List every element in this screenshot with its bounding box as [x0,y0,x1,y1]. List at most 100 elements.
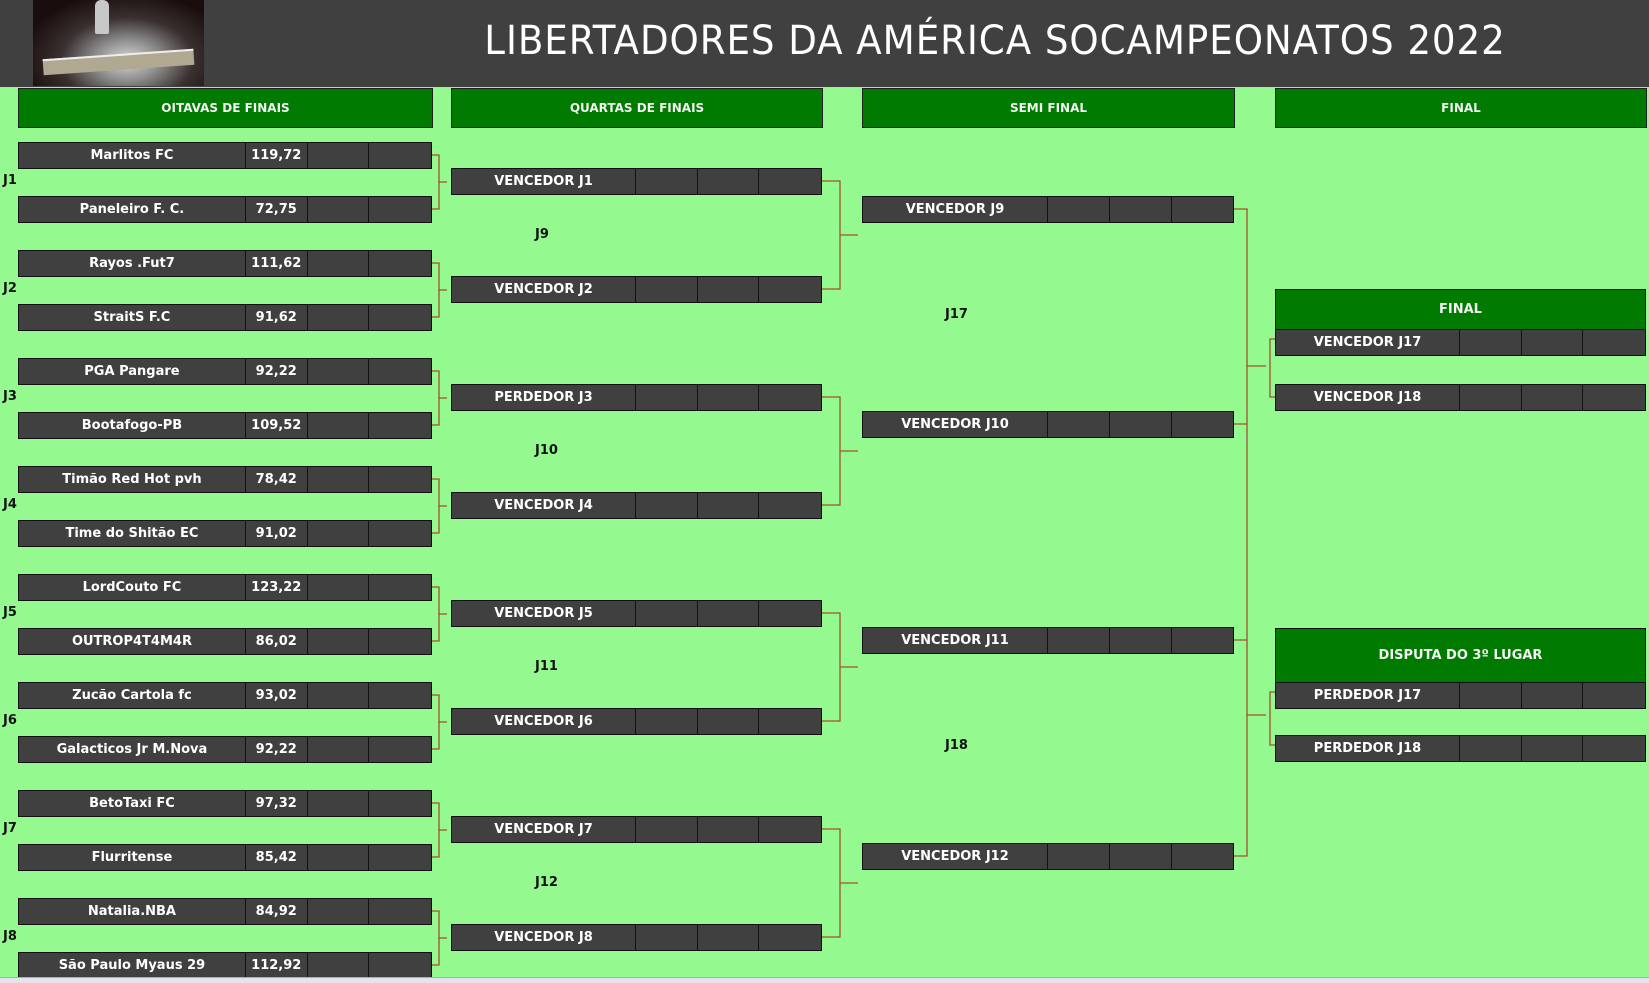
team-name[interactable]: VENCEDOR J1 [452,169,636,194]
score-cell[interactable] [308,899,370,924]
team-row[interactable]: PGA Pangare 92,22 [18,358,432,385]
team-score[interactable]: 123,22 [246,575,308,600]
final-row[interactable]: VENCEDOR J17 [1275,329,1646,356]
final-row[interactable]: VENCEDOR J18 [1275,384,1646,411]
score-cell[interactable] [1522,385,1584,410]
score-cell[interactable] [308,413,370,438]
team-name[interactable]: PERDEDOR J18 [1276,736,1460,761]
team-row[interactable]: Timão Red Hot pvh 78,42 [18,466,432,493]
team-name[interactable]: VENCEDOR J9 [863,197,1048,222]
score-cell[interactable] [636,925,698,950]
team-score[interactable]: 86,02 [246,629,308,654]
team-name[interactable]: Galacticos Jr M.Nova [19,737,246,762]
team-score[interactable]: 91,02 [246,521,308,546]
quarter-final-row[interactable]: PERDEDOR J3 [451,384,822,411]
team-row[interactable]: Galacticos Jr M.Nova 92,22 [18,736,432,763]
team-name[interactable]: Paneleiro F. C. [19,197,246,222]
score-cell[interactable] [1048,412,1110,437]
team-row[interactable]: Marlitos FC 119,72 [18,142,432,169]
team-name[interactable]: VENCEDOR J10 [863,412,1048,437]
team-name[interactable]: OUTROP4T4M4R [19,629,246,654]
team-name[interactable]: LordCouto FC [19,575,246,600]
score-cell[interactable] [1522,683,1584,708]
team-row[interactable]: Natalia.NBA 84,92 [18,898,432,925]
team-score[interactable]: 93,02 [246,683,308,708]
team-row[interactable]: OUTROP4T4M4R 86,02 [18,628,432,655]
team-name[interactable]: Zucão Cartola fc [19,683,246,708]
score-cell[interactable] [308,143,370,168]
team-score[interactable]: 112,92 [246,953,308,978]
team-name[interactable]: Natalia.NBA [19,899,246,924]
score-cell[interactable] [308,629,370,654]
quarter-final-row[interactable]: VENCEDOR J6 [451,708,822,735]
score-cell[interactable] [308,521,370,546]
score-cell[interactable] [1110,628,1173,653]
score-cell[interactable] [308,251,370,276]
team-score[interactable]: 111,62 [246,251,308,276]
score-cell[interactable] [636,709,698,734]
score-cell[interactable] [1110,197,1173,222]
score-cell[interactable] [1460,385,1522,410]
score-cell[interactable] [308,845,370,870]
score-cell[interactable] [308,737,370,762]
team-row[interactable]: Rayos .Fut7 111,62 [18,250,432,277]
score-cell[interactable] [636,493,698,518]
semi-final-row[interactable]: VENCEDOR J9 [862,196,1234,223]
score-cell[interactable] [636,277,698,302]
score-cell[interactable] [698,709,760,734]
team-score[interactable]: 84,92 [246,899,308,924]
sheet-tabs-bar[interactable] [0,977,1649,983]
score-cell[interactable] [1110,844,1173,869]
score-cell[interactable] [308,467,370,492]
team-name[interactable]: VENCEDOR J2 [452,277,636,302]
team-name[interactable]: VENCEDOR J11 [863,628,1048,653]
team-name[interactable]: VENCEDOR J6 [452,709,636,734]
team-score[interactable]: 92,22 [246,737,308,762]
quarter-final-row[interactable]: VENCEDOR J7 [451,816,822,843]
third-place-row[interactable]: PERDEDOR J18 [1275,735,1646,762]
team-name[interactable]: Bootafogo-PB [19,413,246,438]
team-row[interactable]: LordCouto FC 123,22 [18,574,432,601]
team-name[interactable]: VENCEDOR J18 [1276,385,1460,410]
team-row[interactable]: Bootafogo-PB 109,52 [18,412,432,439]
team-name[interactable]: VENCEDOR J5 [452,601,636,626]
score-cell[interactable] [1110,412,1173,437]
team-row[interactable]: StraitS F.C 91,62 [18,304,432,331]
score-cell[interactable] [636,169,698,194]
score-cell[interactable] [636,385,698,410]
score-cell[interactable] [636,817,698,842]
score-cell[interactable] [308,791,370,816]
team-name[interactable]: VENCEDOR J4 [452,493,636,518]
score-cell[interactable] [1460,736,1522,761]
team-score[interactable]: 97,32 [246,791,308,816]
team-name[interactable]: São Paulo Myaus 29 [19,953,246,978]
team-name[interactable]: VENCEDOR J8 [452,925,636,950]
semi-final-row[interactable]: VENCEDOR J11 [862,627,1234,654]
score-cell[interactable] [308,683,370,708]
quarter-final-row[interactable]: VENCEDOR J1 [451,168,822,195]
team-score[interactable]: 109,52 [246,413,308,438]
score-cell[interactable] [1048,628,1110,653]
quarter-final-row[interactable]: VENCEDOR J2 [451,276,822,303]
team-name[interactable]: VENCEDOR J17 [1276,330,1460,355]
semi-final-row[interactable]: VENCEDOR J12 [862,843,1234,870]
quarter-final-row[interactable]: VENCEDOR J5 [451,600,822,627]
team-row[interactable]: Paneleiro F. C. 72,75 [18,196,432,223]
score-cell[interactable] [1522,330,1584,355]
score-cell[interactable] [698,277,760,302]
score-cell[interactable] [308,305,370,330]
team-name[interactable]: VENCEDOR J12 [863,844,1048,869]
quarter-final-row[interactable]: VENCEDOR J8 [451,924,822,951]
score-cell[interactable] [1048,844,1110,869]
score-cell[interactable] [308,953,370,978]
team-score[interactable]: 92,22 [246,359,308,384]
semi-final-row[interactable]: VENCEDOR J10 [862,411,1234,438]
quarter-final-row[interactable]: VENCEDOR J4 [451,492,822,519]
team-name[interactable]: Timão Red Hot pvh [19,467,246,492]
team-name[interactable]: PGA Pangare [19,359,246,384]
score-cell[interactable] [698,493,760,518]
team-name[interactable]: BetoTaxi FC [19,791,246,816]
score-cell[interactable] [698,385,760,410]
team-score[interactable]: 91,62 [246,305,308,330]
score-cell[interactable] [1460,683,1522,708]
